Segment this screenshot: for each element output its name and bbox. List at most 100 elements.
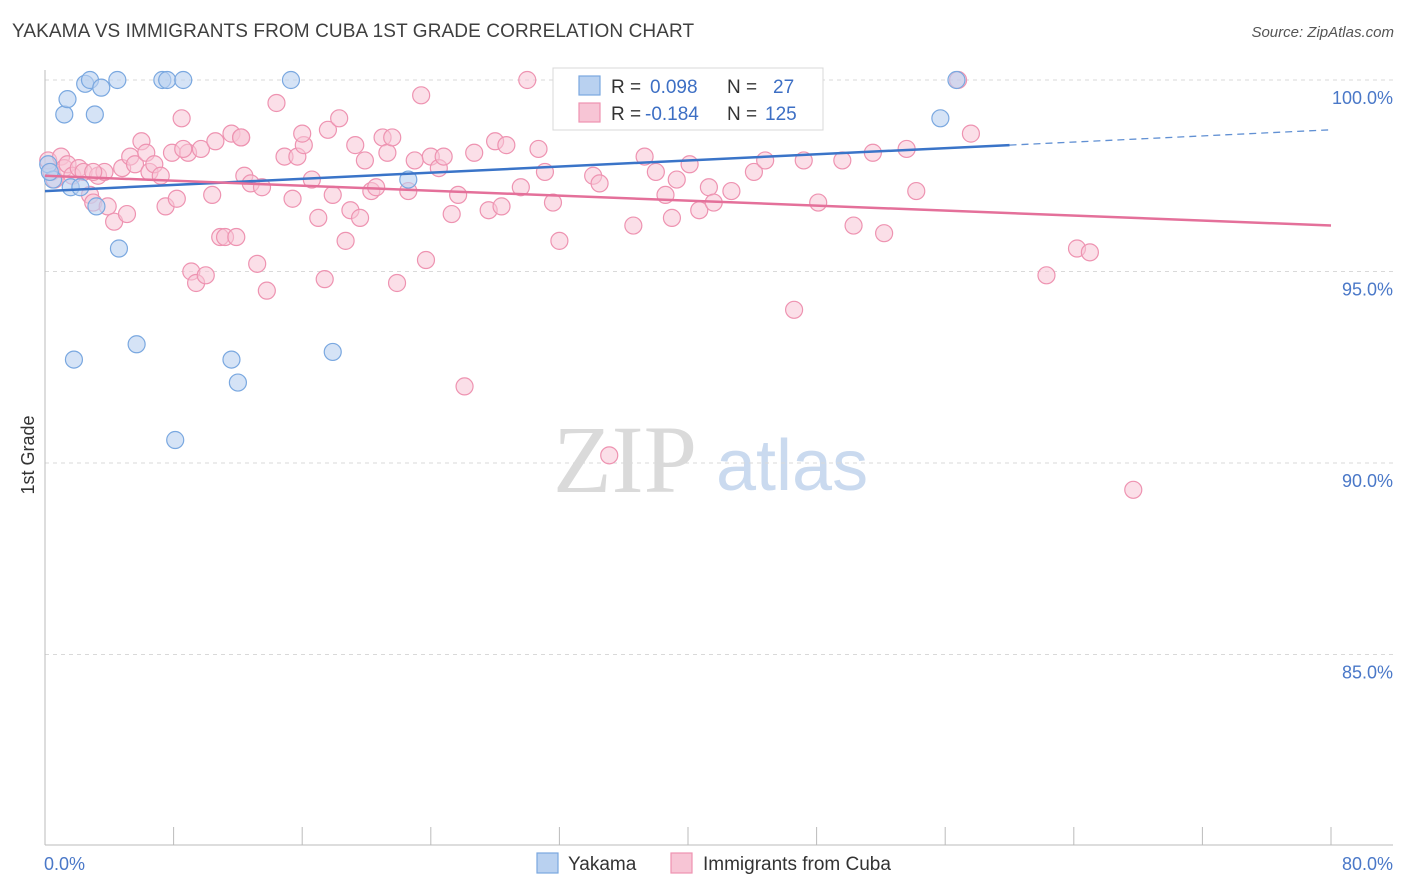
- legend-swatch-cuba: [578, 102, 601, 123]
- data-point-yakama: [127, 335, 146, 354]
- data-point-yakama: [399, 170, 418, 189]
- data-point-cuba: [346, 136, 365, 155]
- data-point-cuba: [784, 300, 804, 319]
- data-point-yakama: [323, 342, 342, 362]
- x-tick-label-start: 0.0%: [44, 854, 85, 874]
- data-point-cuba: [203, 185, 222, 204]
- legend-r-label-cuba: R =: [611, 104, 641, 125]
- data-point-cuba: [248, 254, 267, 273]
- data-point-cuba: [412, 86, 431, 105]
- trend-lines: [44, 129, 1332, 227]
- data-point-cuba: [323, 185, 342, 204]
- data-point-cuba: [662, 208, 682, 227]
- data-point-cuba: [756, 151, 775, 170]
- watermark: ZIP atlas: [553, 406, 868, 513]
- data-point-cuba: [543, 193, 563, 212]
- data-point-yakama: [87, 197, 106, 216]
- data-point-cuba: [315, 270, 334, 289]
- data-point-cuba: [680, 155, 699, 174]
- data-point-cuba: [667, 170, 686, 189]
- data-point-cuba: [809, 193, 828, 212]
- legend-r-label-yakama: R =: [611, 77, 641, 98]
- data-point-cuba: [455, 377, 474, 396]
- data-point-cuba: [635, 147, 654, 166]
- data-point-yakama: [58, 90, 77, 109]
- data-point-cuba: [416, 250, 436, 270]
- data-point-cuba: [529, 139, 548, 159]
- data-point-cuba: [387, 273, 407, 293]
- legend-n-label-cuba: N =: [727, 104, 757, 125]
- legend-r-value-yakama: 0.098: [650, 77, 698, 98]
- data-point-cuba: [267, 93, 286, 113]
- data-point-cuba: [434, 147, 453, 166]
- y-tick-label: 95.0%: [1342, 280, 1393, 300]
- data-point-cuba: [497, 136, 516, 155]
- data-point-cuba: [442, 204, 461, 224]
- legend-swatch-yakama: [578, 75, 601, 96]
- data-point-cuba: [117, 204, 137, 224]
- x-tick-label-end: 80.0%: [1342, 854, 1393, 874]
- data-point-yakama: [55, 105, 74, 124]
- watermark-atlas: atlas: [716, 426, 868, 506]
- bottom-legend-yakama: Yakama: [568, 854, 637, 875]
- data-point-yakama: [947, 70, 966, 90]
- data-point-cuba: [196, 266, 215, 285]
- data-point-cuba: [172, 109, 191, 128]
- data-point-cuba: [600, 446, 619, 465]
- chart-title: YAKAMA VS IMMIGRANTS FROM CUBA 1ST GRADE…: [12, 21, 695, 42]
- data-point-yakama: [108, 70, 127, 90]
- data-point-cuba: [378, 143, 397, 162]
- trend-line-yakama: [44, 143, 1010, 193]
- series-yakama: [39, 70, 966, 450]
- data-point-cuba: [511, 178, 530, 197]
- data-point-cuba: [257, 281, 276, 300]
- watermark-zip: ZIP: [553, 406, 697, 513]
- data-point-yakama: [40, 162, 59, 182]
- data-point-cuba: [844, 216, 863, 235]
- data-point-cuba: [590, 174, 609, 193]
- legend-n-label-yakama: N =: [727, 77, 757, 98]
- data-point-cuba: [465, 143, 484, 162]
- y-tick-label: 90.0%: [1342, 471, 1393, 491]
- data-point-cuba: [330, 109, 349, 128]
- data-point-yakama: [174, 70, 193, 90]
- data-point-cuba: [405, 151, 424, 170]
- y-axis-label: 1st Grade: [18, 415, 38, 494]
- data-point-yakama: [158, 70, 177, 90]
- data-point-yakama: [281, 70, 301, 90]
- gridlines: 100.0% 95.0% 90.0% 85.0%: [45, 79, 1393, 683]
- data-point-cuba: [174, 139, 193, 159]
- data-point-yakama: [109, 239, 129, 258]
- data-point-yakama: [85, 105, 104, 124]
- data-point-cuba: [646, 162, 665, 182]
- data-point-yakama: [931, 109, 950, 128]
- data-point-yakama: [222, 350, 241, 369]
- data-point-cuba: [907, 181, 926, 201]
- data-point-cuba: [518, 70, 537, 90]
- data-point-cuba: [875, 224, 894, 243]
- data-point-yakama: [166, 430, 185, 450]
- legend-r-value-cuba: -0.184: [645, 104, 699, 125]
- y-tick-label: 85.0%: [1342, 663, 1393, 683]
- bottom-legend: Yakama Immigrants from Cuba: [536, 852, 891, 875]
- data-point-cuba: [167, 189, 186, 208]
- y-tick-label: 100.0%: [1332, 88, 1393, 108]
- data-point-cuba: [722, 181, 741, 201]
- data-point-yakama: [92, 78, 111, 97]
- bottom-legend-cuba: Immigrants from Cuba: [703, 854, 891, 875]
- data-point-cuba: [744, 162, 764, 182]
- data-point-cuba: [1080, 243, 1099, 262]
- data-point-cuba: [336, 231, 355, 250]
- trend-line-cuba: [44, 174, 1332, 227]
- data-point-yakama: [228, 373, 247, 392]
- data-point-cuba: [283, 189, 302, 208]
- data-point-cuba: [227, 227, 246, 247]
- bottom-legend-swatch-yakama: [536, 852, 559, 874]
- data-point-cuba: [492, 197, 511, 216]
- legend: R = 0.098 N = 27 R = -0.184 N = 125: [552, 67, 824, 131]
- data-point-cuba: [206, 132, 225, 151]
- data-point-cuba: [355, 151, 374, 170]
- data-point-cuba: [961, 124, 981, 143]
- data-point-cuba: [318, 120, 338, 139]
- data-point-cuba: [309, 208, 328, 227]
